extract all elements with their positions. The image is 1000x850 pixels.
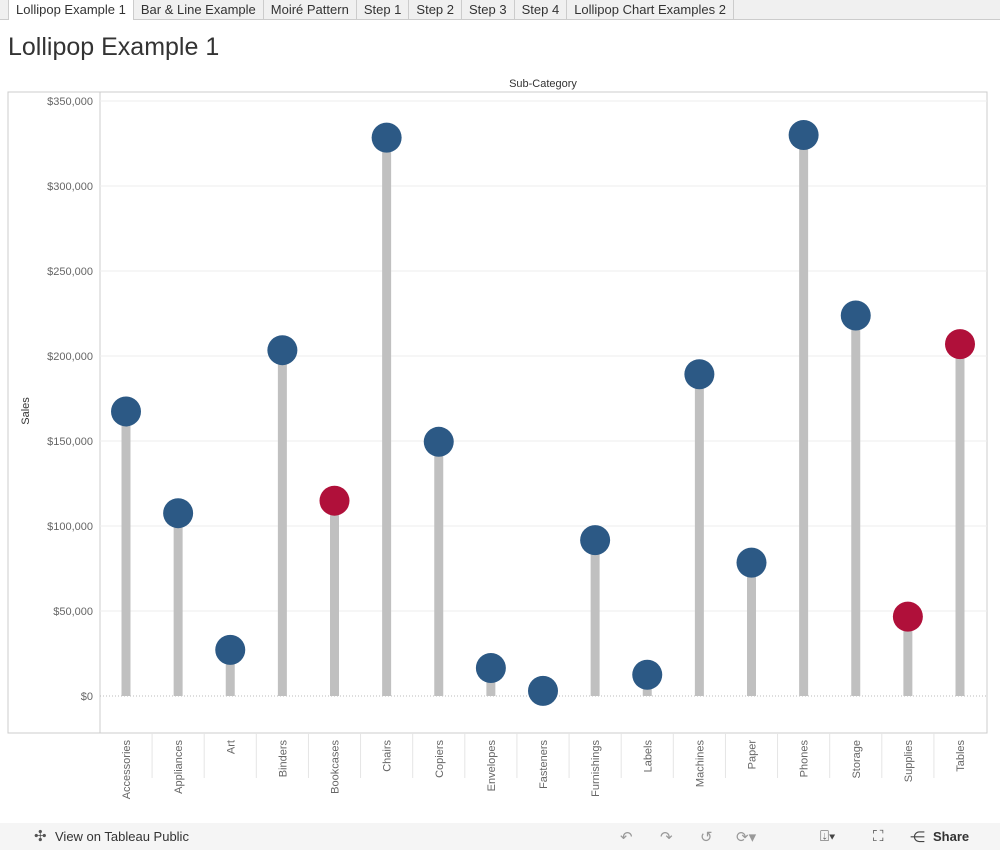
refresh-icon[interactable]: ⟳▾ [736,829,757,846]
x-tick-label: Binders [277,740,289,778]
lollipop-head [215,634,246,665]
lollipop-head [528,675,558,706]
y-tick-label: $0 [81,691,93,703]
tab-step-1[interactable]: Step 1 [357,0,410,19]
lollipop-head [840,300,871,331]
revert-icon[interactable]: ↺ [700,829,713,846]
x-tick-label: Paper [747,740,759,770]
tab-bar: Lollipop Example 1 Bar & Line Example Mo… [0,0,1000,20]
x-tick-label: Accessories [121,740,133,800]
x-tick-label: Copiers [434,740,446,778]
x-tick-label: Labels [642,740,654,773]
tab-lollipop-chart-examples-2[interactable]: Lollipop Chart Examples 2 [567,0,734,19]
tab-step-3[interactable]: Step 3 [462,0,515,19]
lollipop-head [163,498,194,529]
lollipop-head [319,485,350,516]
page-title: Lollipop Example 1 [8,33,220,61]
lollipop-head [945,329,975,360]
y-tick-label: $350,000 [47,96,93,108]
view-on-tableau-public-link[interactable]: View on Tableau Public [55,829,189,844]
tab-lollipop-example-1[interactable]: Lollipop Example 1 [8,0,134,20]
tab-moire-pattern[interactable]: Moiré Pattern [264,0,357,19]
column-header: Sub-Category [509,78,577,90]
lollipop-head [788,119,819,150]
x-tick-label: Appliances [173,740,185,794]
tab-step-4[interactable]: Step 4 [515,0,568,19]
tab-step-2[interactable]: Step 2 [409,0,462,19]
y-tick-label: $200,000 [47,351,93,363]
lollipop-head [371,122,402,153]
lollipop-head [892,601,923,632]
lollipop-head [475,652,506,683]
footer-toolbar: ✣ View on Tableau Public ↶ ↷ ↺ ⟳▾ ⍗▾ ⛶ ⋲… [0,823,1000,850]
lollipop-head [267,335,298,366]
fullscreen-icon[interactable]: ⛶ [873,828,884,845]
lollipop-chart: Sub-Category Sales $0 $50,000 $100,000 $150… [7,78,988,800]
undo-icon[interactable]: ↶ [620,829,633,846]
x-tick-label: Chairs [382,740,394,772]
redo-icon[interactable]: ↷ [660,829,673,846]
y-tick-label: $100,000 [47,521,93,533]
x-tick-label: Art [225,740,237,754]
x-tick-label: Fasteners [538,740,550,789]
lollipop-head [736,547,767,578]
lollipop-head [423,426,454,457]
y-tick-label: $250,000 [47,266,93,278]
lollipop-head [684,359,715,390]
chart-pane-border [7,91,988,734]
x-tick-label: Bookcases [330,740,342,794]
y-tick-label: $150,000 [47,436,93,448]
y-tick-label: $300,000 [47,181,93,193]
x-tick-label: Tables [955,740,967,772]
tableau-icon: ✣ [34,828,47,845]
x-tick-label: Storage [851,740,863,779]
share-button[interactable]: Share [933,829,970,844]
x-tick-label: Phones [799,740,811,778]
lollipop-head [111,396,141,427]
x-tick-label: Furnishings [590,740,602,797]
share-icon[interactable]: ⋲ [910,829,925,846]
y-axis-label: Sales [20,397,32,425]
x-tick-label: Machines [694,740,706,788]
lollipop-head [632,659,663,690]
y-tick-label: $50,000 [53,606,93,618]
tab-bar-line-example[interactable]: Bar & Line Example [134,0,264,19]
lollipop-head [580,525,611,556]
download-icon[interactable]: ⍗▾ [820,828,836,845]
x-tick-label: Envelopes [486,740,498,792]
x-tick-label: Supplies [903,740,915,783]
